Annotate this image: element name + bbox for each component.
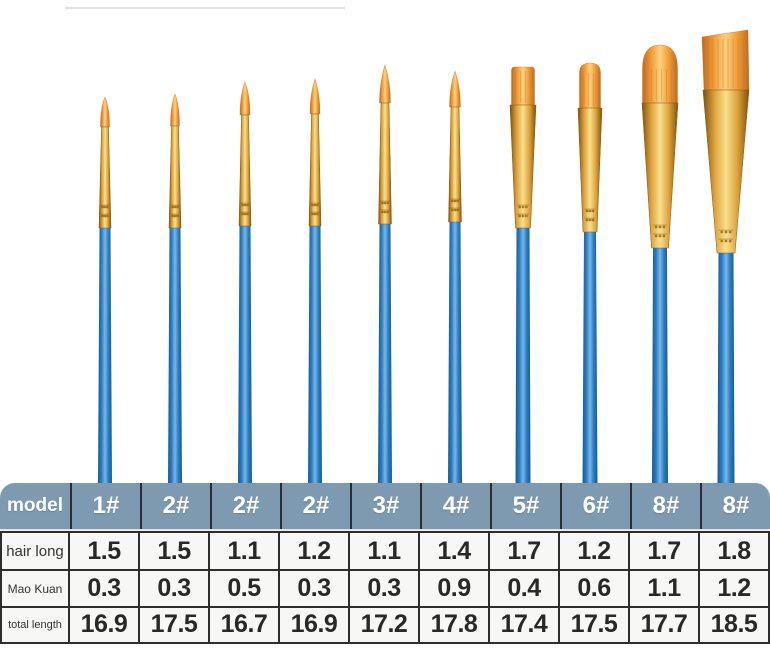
header-model-0: 1# (70, 483, 140, 529)
brush-bristles (379, 63, 391, 104)
table-cell-1-1: 0.3 (140, 571, 210, 606)
brush-ferrule (378, 102, 392, 225)
table-cell-2-5: 17.8 (420, 607, 490, 643)
brush-bristles (701, 29, 750, 91)
brush-4-2# (308, 78, 322, 487)
table-cell-0-7: 1.2 (560, 533, 630, 570)
table-cell-1-3: 0.3 (280, 571, 350, 606)
brush-handle (308, 226, 322, 487)
table-cell-1-7: 0.6 (560, 571, 630, 606)
brush-ferrule (98, 126, 112, 229)
table-cell-2-7: 17.5 (560, 607, 630, 643)
brush-handle (448, 222, 462, 487)
brush-3-2# (238, 81, 252, 487)
brush-handle (717, 253, 735, 487)
brush-handle (378, 224, 392, 487)
table-cell-1-5: 0.9 (420, 571, 490, 606)
row-label-0: hair long (2, 533, 70, 570)
brush-7-5# (509, 66, 537, 487)
brush-bristles (579, 62, 601, 109)
table-cell-0-9: 1.8 (700, 533, 770, 570)
brush-1-1# (98, 96, 112, 487)
header-model-5: 4# (420, 483, 490, 529)
table-cell-0-2: 1.1 (210, 533, 280, 570)
brush-9-8# (641, 44, 679, 487)
table-row: hair long 1.5 1.5 1.1 1.2 1.1 1.4 1.7 1.2 1.7 1.8 (2, 533, 770, 570)
table-cell-2-0: 16.9 (70, 607, 140, 643)
brush-ferrule (168, 125, 182, 229)
brush-bristles (642, 44, 678, 104)
table-cell-2-4: 17.2 (350, 607, 420, 643)
table-cell-0-5: 1.4 (420, 533, 490, 570)
brush-5-3# (378, 63, 392, 487)
header-model-8: 8# (630, 483, 700, 529)
table-cell-1-6: 0.4 (490, 571, 560, 606)
brush-ferrule (577, 107, 603, 233)
spec-table: model 1# 2# 2# 2# 3# 4# 5# 6# 8# 8# hair long 1.5 1.… (0, 483, 770, 645)
table-cell-0-3: 1.2 (280, 533, 350, 570)
brush-handle (98, 228, 112, 487)
table-cell-0-8: 1.7 (630, 533, 700, 570)
header-model-2: 2# (210, 483, 280, 529)
brush-8-6# (577, 62, 603, 487)
header-model-1: 2# (140, 483, 210, 529)
table-cell-0-0: 1.5 (70, 533, 140, 570)
header-model-label: model (7, 495, 63, 516)
header-model-9: 8# (700, 483, 770, 529)
header-model-3: 2# (280, 483, 350, 529)
brush-ferrule (702, 89, 750, 254)
table-cell-2-2: 16.7 (210, 607, 280, 643)
brush-ferrule (308, 113, 322, 227)
table-cell-2-1: 17.5 (140, 607, 210, 643)
brush-ferrule (448, 106, 462, 223)
table-cell-0-4: 1.1 (350, 533, 420, 570)
brush-6-4# (448, 70, 462, 487)
brush-handle (652, 248, 668, 487)
table-cell-2-3: 16.9 (280, 607, 350, 643)
table-cell-1-0: 0.3 (70, 571, 140, 606)
brush-ferrule (509, 104, 537, 229)
table-cell-0-6: 1.7 (490, 533, 560, 570)
table-cell-1-8: 1.1 (630, 571, 700, 606)
table-cell-1-9: 1.2 (700, 571, 770, 606)
brush-2-2# (168, 93, 182, 487)
row-label-1: Mao Kuan (2, 571, 70, 606)
brush-bristles (100, 96, 110, 128)
table-cell-2-8: 17.7 (630, 607, 700, 643)
table-row: Mao Kuan 0.3 0.3 0.5 0.3 0.3 0.9 0.4 0.6 1.1 1.2 (2, 569, 770, 606)
table-cell-1-2: 0.5 (210, 571, 280, 606)
brush-bristles (511, 66, 535, 106)
brush-handle (168, 228, 182, 487)
table-row: total length 16.9 17.5 16.7 16.9 17.2 17.8 17.4… (2, 605, 770, 643)
brush-bristles (449, 70, 461, 108)
brush-handle (582, 232, 598, 487)
brush-bristles (170, 93, 180, 127)
brush-ferrule (641, 102, 679, 249)
table-cell-2-6: 17.4 (490, 607, 560, 643)
header-model-4: 3# (350, 483, 420, 529)
table-cell-0-1: 1.5 (140, 533, 210, 570)
brush-bristles (239, 81, 251, 116)
spec-table-header: model 1# 2# 2# 2# 3# 4# 5# 6# 8# 8# (0, 483, 770, 529)
brush-handle (515, 228, 531, 487)
brush-10-8# (701, 29, 750, 487)
table-cell-1-4: 0.3 (350, 571, 420, 606)
header-model-6: 5# (490, 483, 560, 529)
table-cell-2-9: 18.5 (700, 607, 770, 643)
spec-table-rows: hair long 1.5 1.5 1.1 1.2 1.1 1.4 1.7 1.2 1.7 1.8 M… (0, 531, 770, 645)
top-divider-line (65, 7, 345, 9)
row-label-2: total length (2, 607, 70, 643)
header-model-7: 6# (560, 483, 630, 529)
brush-ferrule (238, 114, 252, 227)
brush-bristles (309, 78, 321, 115)
brush-handle (238, 226, 252, 487)
